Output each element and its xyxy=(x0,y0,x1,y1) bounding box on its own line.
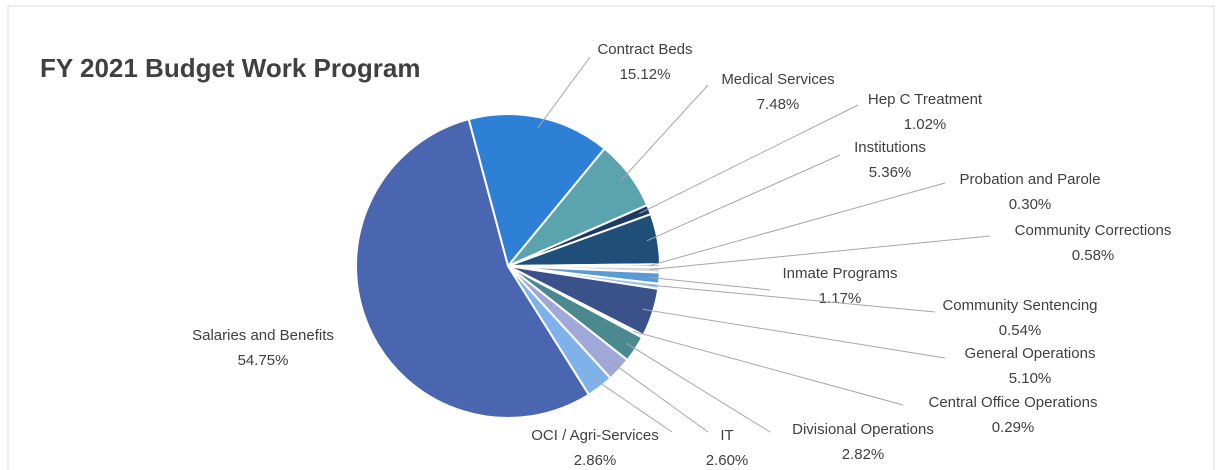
slice-value-label: 5.10% xyxy=(1009,370,1052,387)
slice-value-label: 1.02% xyxy=(904,116,947,133)
slice-value-label: 0.58% xyxy=(1072,247,1115,264)
slice-label: Contract Beds xyxy=(597,41,692,58)
leader-line xyxy=(633,330,904,406)
slice-label: Probation and Parole xyxy=(960,171,1101,188)
leader-line xyxy=(646,154,841,242)
slice-label: OCI / Agri-Services xyxy=(531,427,659,444)
leader-line xyxy=(649,182,946,267)
slice-value-label: 54.75% xyxy=(238,352,289,369)
leader-line xyxy=(611,361,709,433)
slice-value-label: 7.48% xyxy=(757,96,800,113)
slice-label: Institutions xyxy=(854,139,926,156)
slice-label: General Operations xyxy=(965,345,1096,362)
leader-line xyxy=(626,342,771,433)
slice-value-label: 2.82% xyxy=(842,446,885,463)
leader-line xyxy=(639,104,859,214)
chart-title: FY 2021 Budget Work Program xyxy=(40,53,420,83)
chart-border xyxy=(7,5,1215,470)
leader-line xyxy=(648,276,771,291)
slice-label: Inmate Programs xyxy=(782,265,897,282)
slice-value-label: 2.60% xyxy=(706,452,749,469)
slice-label: Medical Services xyxy=(721,71,834,88)
leader-line xyxy=(537,56,591,129)
leader-line xyxy=(649,235,991,271)
slice-value-label: 2.86% xyxy=(574,452,617,469)
slice-label: Salaries and Benefits xyxy=(192,327,334,344)
slice-value-label: 0.29% xyxy=(992,419,1035,436)
slice-label: Hep C Treatment xyxy=(868,91,983,108)
leader-line xyxy=(593,378,673,433)
leader-line xyxy=(648,284,936,313)
slice-value-label: 15.12% xyxy=(620,66,671,83)
slice-label: Divisional Operations xyxy=(792,421,934,438)
leader-line xyxy=(620,84,709,182)
pie-slice xyxy=(467,113,606,269)
slice-label: Central Office Operations xyxy=(929,394,1098,411)
slice-label: Community Corrections xyxy=(1015,222,1172,239)
slice-value-label: 1.17% xyxy=(819,290,862,307)
slice-value-label: 0.54% xyxy=(999,322,1042,339)
slice-label: Community Sentencing xyxy=(942,297,1097,314)
pie-slice xyxy=(355,117,591,419)
slice-label: IT xyxy=(720,427,733,444)
slice-value-label: 5.36% xyxy=(869,164,912,181)
leader-line xyxy=(642,308,946,359)
slice-value-label: 0.30% xyxy=(1009,196,1052,213)
